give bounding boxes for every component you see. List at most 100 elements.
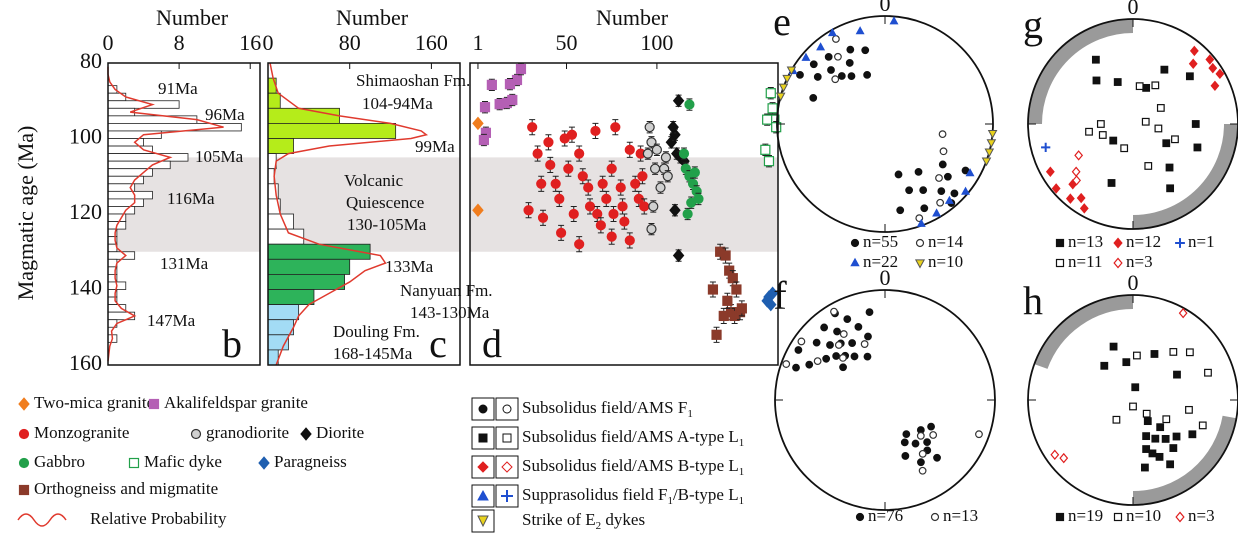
annotation: Nanyuan Fm. — [400, 281, 493, 300]
point — [1204, 368, 1212, 377]
point — [984, 148, 995, 158]
x-axis-title: Number — [336, 5, 409, 30]
legend-label: Mafic dyke — [144, 452, 222, 471]
point — [911, 439, 920, 448]
bar — [107, 206, 136, 215]
point — [1169, 348, 1178, 356]
point — [1041, 142, 1051, 153]
point — [812, 338, 821, 347]
point — [766, 286, 779, 301]
legend-label: n=3 — [1188, 506, 1215, 525]
point — [554, 193, 565, 204]
point — [820, 323, 829, 332]
point — [839, 363, 847, 372]
point — [1156, 104, 1165, 112]
icon — [502, 404, 512, 414]
x-tick-label: 0 — [263, 30, 274, 55]
x-axis-title: Number — [156, 5, 229, 30]
icon — [501, 461, 513, 473]
legend-label: Orthogneiss and migmatite — [34, 479, 218, 498]
point — [1172, 432, 1181, 441]
symbol-legend-label: Subsolidus field/AMS F1 — [522, 398, 693, 420]
point — [1098, 131, 1107, 139]
bar — [107, 251, 136, 260]
label-part: dykes — [601, 510, 645, 529]
shaded-arc — [1132, 123, 1238, 229]
label-part: Strike of E — [522, 510, 596, 529]
point — [1135, 82, 1144, 91]
legend-label: n=22 — [863, 252, 898, 271]
annotation: 96Ma — [205, 105, 245, 124]
point — [1109, 342, 1118, 351]
point — [1185, 348, 1194, 357]
point — [944, 195, 954, 204]
point — [834, 341, 843, 349]
label-part: Supprasolidus field F — [522, 485, 667, 504]
point — [848, 339, 857, 347]
point — [932, 208, 942, 217]
point — [472, 203, 484, 218]
point — [1161, 435, 1170, 443]
point — [813, 73, 822, 81]
point — [1113, 78, 1122, 86]
point — [1155, 452, 1164, 461]
point — [536, 178, 547, 189]
point — [765, 88, 776, 99]
point — [563, 163, 574, 174]
point — [545, 159, 556, 171]
net-ticks — [775, 290, 995, 510]
point — [792, 363, 800, 372]
legend-label: Two-mica granite — [34, 393, 154, 412]
point — [1143, 417, 1152, 426]
icon-box — [471, 509, 495, 533]
point — [523, 205, 534, 216]
annotation: 105Ma — [195, 147, 244, 166]
point — [833, 327, 841, 336]
x-axis-title: Number — [596, 5, 669, 30]
point — [822, 354, 831, 363]
point — [1113, 237, 1123, 249]
point — [1142, 83, 1151, 92]
point — [689, 167, 700, 178]
point — [767, 103, 778, 114]
plot-frame — [267, 62, 461, 366]
point — [936, 198, 945, 207]
point — [642, 148, 653, 159]
north-label: 0 — [1128, 0, 1139, 19]
point — [760, 144, 771, 155]
icon — [477, 489, 489, 501]
point — [601, 193, 612, 204]
point — [722, 295, 733, 306]
point — [1175, 238, 1185, 248]
label-part: Subsolidus field/AMS B-type L — [522, 456, 739, 475]
legend-label: granodiorite — [206, 423, 289, 442]
point — [736, 303, 747, 314]
point — [1208, 62, 1218, 74]
x-tick-label: 80 — [339, 30, 361, 55]
point — [655, 182, 666, 193]
legend-label: Monzogranite — [34, 423, 129, 442]
point — [845, 59, 854, 67]
point — [1113, 257, 1123, 269]
point — [1055, 512, 1065, 522]
net-ticks — [1028, 295, 1238, 505]
symbol-legend-icons — [471, 397, 519, 533]
annotation: Volcanic — [344, 171, 404, 190]
annotation: 130-105Ma — [347, 215, 427, 234]
annotation: Douling Fm. — [333, 322, 420, 341]
annotation: 143-130Ma — [410, 303, 490, 322]
point — [915, 238, 925, 248]
point — [574, 148, 585, 159]
annotation: 168-145Ma — [333, 344, 413, 363]
point — [1169, 444, 1178, 452]
point — [919, 186, 928, 195]
point — [763, 156, 775, 167]
point — [1071, 166, 1081, 177]
point — [595, 220, 606, 231]
bar — [267, 123, 397, 139]
point — [646, 224, 657, 235]
point — [797, 337, 806, 346]
x-tick-label: 50 — [556, 30, 578, 55]
point — [1188, 58, 1198, 69]
point — [901, 452, 910, 460]
